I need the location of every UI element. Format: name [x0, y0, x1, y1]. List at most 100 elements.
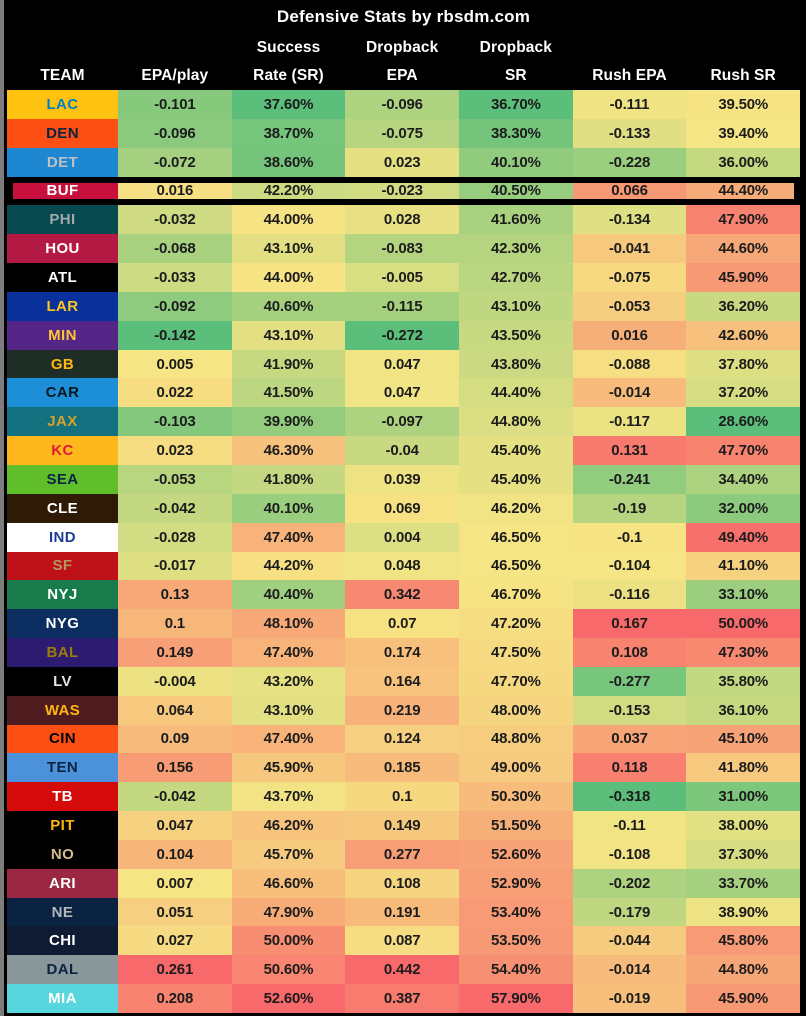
stat-cell-rush-sr: 35.80% [686, 666, 800, 696]
stat-cell-rush-sr: 36.20% [686, 291, 800, 321]
column-header-epa-play: EPA/play [141, 66, 209, 84]
stat-cell-rush-sr: 37.20% [686, 378, 800, 408]
stat-cell-rush-epa: 0.167 [572, 609, 687, 639]
table-row-highlighted: BUF 0.016 42.20% -0.023 40.50% 0.066 44.40% [7, 176, 800, 206]
stat-cell-epa-play: 0.13 [118, 580, 232, 610]
table-row: HOU -0.068 43.10% -0.083 42.30% -0.041 44.60% [7, 234, 800, 264]
stat-cell-success-rate: 44.00% [231, 205, 346, 235]
stat-cell-rush-epa: -0.075 [572, 263, 687, 292]
stat-cell-rush-epa: 0.131 [572, 436, 687, 465]
stat-cell-rush-sr: 44.60% [686, 234, 800, 264]
team-cell-det: DET [7, 147, 118, 177]
column-header-dropback-epa: EPA [386, 66, 418, 84]
table-row: CHI 0.027 50.00% 0.087 53.50% -0.044 45.80% [7, 926, 800, 956]
stat-cell-dropback-epa: 0.048 [345, 551, 459, 581]
stat-cell-epa-play: 0.051 [118, 897, 232, 927]
column-header-rush-epa: Rush EPA [592, 66, 667, 84]
stat-cell-epa-play: -0.053 [118, 464, 232, 494]
table-row: BAL 0.149 47.40% 0.174 47.50% 0.108 47.30% [7, 638, 800, 667]
spacer [686, 34, 800, 61]
stat-cell-rush-epa: -0.108 [572, 839, 687, 869]
team-cell-was: WAS [7, 695, 118, 725]
stat-cell-dropback-sr: 48.80% [458, 724, 573, 754]
team-cell-tb: TB [7, 782, 118, 812]
table-row: LV -0.004 43.20% 0.164 47.70% -0.277 35.80% [7, 666, 800, 696]
team-cell-phi: PHI [7, 205, 118, 235]
team-cell-sf: SF [7, 551, 118, 581]
stat-cell-rush-epa: -0.088 [572, 349, 687, 379]
stat-cell-success-rate: 43.70% [231, 782, 346, 812]
table-row: SF -0.017 44.20% 0.048 46.50% -0.104 41.10% [7, 551, 800, 581]
table-row: NYJ 0.13 40.40% 0.342 46.70% -0.116 33.10% [7, 580, 800, 610]
stat-cell-rush-epa: -0.318 [572, 782, 687, 812]
stat-cell-success-rate: 37.60% [231, 90, 346, 119]
stat-cell-rush-sr: 37.30% [686, 839, 800, 869]
table-row: PHI -0.032 44.00% 0.028 41.60% -0.134 47.90% [7, 205, 800, 235]
stat-cell-dropback-epa: 0.174 [345, 638, 459, 667]
stat-cell-dropback-sr: 42.30% [458, 234, 573, 264]
table-row: TEN 0.156 45.90% 0.185 49.00% 0.118 41.80% [7, 753, 800, 783]
stat-cell-dropback-epa: 0.1 [345, 782, 459, 812]
table-row: MIN -0.142 43.10% -0.272 43.50% 0.016 42.60% [7, 320, 800, 350]
table-row: DET -0.072 38.60% 0.023 40.10% -0.228 36.00% [7, 147, 800, 177]
stat-cell-rush-sr: 36.00% [686, 147, 800, 177]
stat-cell-rush-epa: -0.277 [572, 666, 687, 696]
stat-cell-success-rate: 43.10% [231, 234, 346, 264]
stat-cell-dropback-epa: 0.219 [345, 695, 459, 725]
stat-cell-epa-play: -0.042 [118, 782, 232, 812]
team-cell-no: NO [7, 839, 118, 869]
spacer [7, 34, 118, 61]
stat-cell-rush-epa: -0.1 [572, 522, 687, 552]
stat-cell-success-rate: 45.90% [231, 753, 346, 783]
table-row: JAX -0.103 39.90% -0.097 44.80% -0.117 28.60% [7, 407, 800, 437]
stat-cell-dropback-epa: 0.039 [345, 464, 459, 494]
stat-cell-epa-play: 0.022 [118, 378, 232, 408]
stat-cell-success-rate: 43.20% [231, 666, 346, 696]
stat-cell-dropback-sr: 43.10% [458, 291, 573, 321]
stat-cell-dropback-epa: 0.149 [345, 811, 459, 840]
table-row: CAR 0.022 41.50% 0.047 44.40% -0.014 37.20% [7, 378, 800, 408]
stat-cell-epa-play: -0.142 [118, 320, 232, 350]
stat-cell-rush-sr: 37.80% [686, 349, 800, 379]
table-row: PIT 0.047 46.20% 0.149 51.50% -0.11 38.00% [7, 811, 800, 840]
stat-cell-rush-epa: -0.104 [572, 551, 687, 581]
stat-cell-success-rate: 40.60% [231, 291, 346, 321]
table-row: SEA -0.053 41.80% 0.039 45.40% -0.241 34.40% [7, 464, 800, 494]
stat-cell-success-rate: 44.00% [231, 263, 346, 292]
stat-cell-dropback-epa: -0.04 [345, 436, 459, 465]
stat-cell-dropback-sr: 41.60% [458, 205, 573, 235]
team-cell-gb: GB [7, 349, 118, 379]
team-cell-dal: DAL [7, 955, 118, 985]
stat-cell-rush-sr: 44.80% [686, 955, 800, 985]
stat-cell-dropback-epa: 0.442 [345, 955, 459, 985]
stat-cell-dropback-epa: -0.272 [345, 320, 459, 350]
column-header-dropback-sr: SR [504, 66, 527, 84]
stat-cell-rush-sr: 41.10% [686, 551, 800, 581]
stat-cell-rush-epa: -0.111 [572, 90, 687, 119]
stat-cell-rush-sr: 38.90% [686, 897, 800, 927]
stat-cell-rush-sr: 47.90% [686, 205, 800, 235]
stat-cell-rush-sr: 33.70% [686, 868, 800, 898]
stat-cell-rush-sr: 45.90% [686, 263, 800, 292]
stat-cell-dropback-epa: 0.047 [345, 378, 459, 408]
team-cell-lac: LAC [7, 90, 118, 119]
stat-cell-success-rate: 45.70% [231, 839, 346, 869]
stat-cell-success-rate: 41.90% [231, 349, 346, 379]
stat-cell-rush-sr: 34.40% [686, 464, 800, 494]
left-frame-strip [0, 0, 4, 1016]
column-header-success-rate: Rate (SR) [253, 66, 324, 84]
stat-cell-dropback-sr: 45.40% [458, 436, 573, 465]
stat-cell-rush-sr: 39.40% [686, 118, 800, 148]
stat-cell-rush-epa: -0.133 [572, 118, 687, 148]
stat-cell-epa-play: -0.042 [118, 493, 232, 523]
stat-cell-rush-epa: -0.241 [572, 464, 687, 494]
stat-cell-success-rate: 40.40% [231, 580, 346, 610]
stat-cell-rush-epa: -0.014 [572, 378, 687, 408]
stat-cell-success-rate: 48.10% [231, 609, 346, 639]
stat-cell-success-rate: 47.40% [231, 638, 346, 667]
stat-cell-dropback-epa: -0.075 [345, 118, 459, 148]
stat-cell-success-rate: 43.10% [231, 320, 346, 350]
team-cell-ten: TEN [7, 753, 118, 783]
stat-cell-rush-sr: 44.40% [686, 176, 800, 206]
stat-cell-epa-play: 0.104 [118, 839, 232, 869]
